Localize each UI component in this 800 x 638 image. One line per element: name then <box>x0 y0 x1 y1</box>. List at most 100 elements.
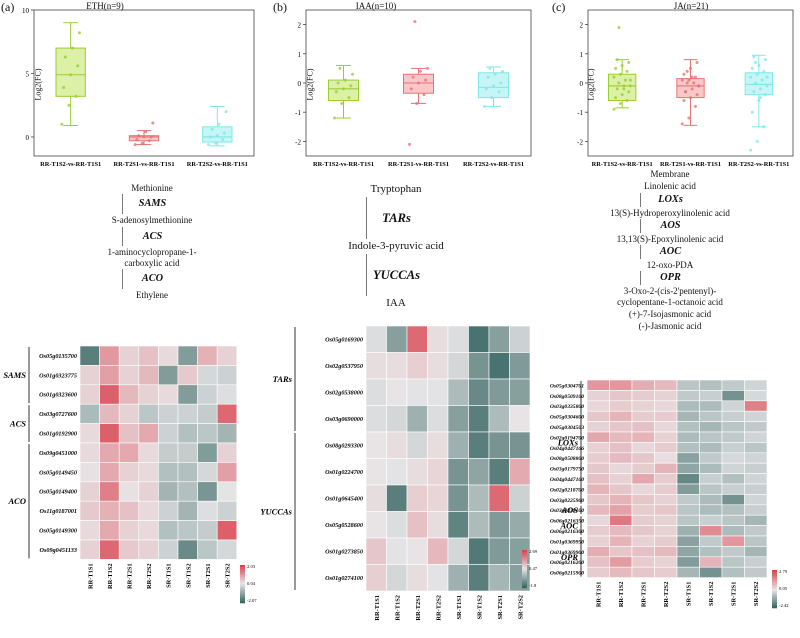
heat-cell <box>365 511 387 539</box>
data-point <box>411 75 415 79</box>
data-point <box>615 58 619 62</box>
column-label: SR-T2S1 <box>205 563 212 588</box>
enzyme-label: OPR <box>639 271 701 286</box>
heat-cell <box>79 345 100 366</box>
data-point <box>627 61 631 65</box>
heat-cell <box>386 511 408 539</box>
heat-cell <box>654 442 678 454</box>
box-1 <box>676 59 705 126</box>
heat-cell <box>676 483 700 495</box>
column-label: SR-T1S1 <box>686 582 693 607</box>
data-point <box>415 101 419 105</box>
heat-cell <box>586 431 610 443</box>
box-2 <box>744 54 774 152</box>
colorbar-segment <box>522 566 527 570</box>
heat-cell <box>99 345 120 366</box>
heat-cell <box>699 379 723 391</box>
colorbar-segment <box>522 569 527 572</box>
heat-cell <box>177 345 198 366</box>
heat-cell <box>138 442 159 463</box>
group-label: LOXs <box>557 437 579 447</box>
heat-cell <box>138 403 159 424</box>
gene-label: Os06g0216350 <box>550 519 584 525</box>
colorbar-segment <box>772 576 777 579</box>
colorbar-segment <box>522 550 527 553</box>
colorbar-segment <box>522 575 527 578</box>
heat-cell <box>586 390 610 402</box>
colorbar-segment <box>772 591 777 594</box>
heat-cell <box>654 452 678 464</box>
heat-cell <box>197 345 218 366</box>
heat-cell <box>654 400 678 412</box>
group-label: YUCCAs <box>260 507 292 517</box>
heat-cell <box>197 403 218 424</box>
heat-cell <box>721 546 745 558</box>
data-point <box>133 143 137 147</box>
gene-label: Os06g0216300 <box>550 529 584 535</box>
metabolite: (-)-Jasmonic acid <box>638 321 702 332</box>
enzyme-label: ACS <box>121 226 183 247</box>
heat-cell <box>406 537 428 565</box>
heat-cell <box>468 458 490 486</box>
heat-cell <box>631 400 655 412</box>
heat-cell <box>676 442 700 454</box>
heat-cell <box>586 473 610 485</box>
colorbar-segment <box>240 592 245 595</box>
heat-cell <box>609 390 633 402</box>
heat-cell <box>676 452 700 464</box>
heat-cell <box>676 566 700 578</box>
metabolite: Tryptophan <box>370 183 422 195</box>
heat-cell <box>744 421 768 433</box>
boxplot-2: -2 -1 0 1 2 RR-T1S2-vs-RR-T1S1 RR-T2S1-vs-RR-T… <box>577 9 794 168</box>
colorbar-segment <box>772 599 777 602</box>
data-point <box>224 110 228 114</box>
heat-cell <box>406 484 428 512</box>
metabolite: Indole-3-pyruvic acid <box>348 240 444 253</box>
heat-cell <box>427 431 449 459</box>
gene-label: Os05g0304503 <box>550 425 584 431</box>
heat-cell <box>468 537 490 565</box>
data-point <box>490 96 494 100</box>
column-label: RR-T1S1 <box>374 595 381 621</box>
gene-label: Os08g0508800 <box>550 456 584 462</box>
heat-cell <box>699 494 723 506</box>
box-0 <box>55 22 86 127</box>
box-2 <box>478 66 509 108</box>
heat-cell <box>468 484 490 512</box>
heat-cell <box>744 566 768 578</box>
colorbar-segment <box>240 577 245 581</box>
heat-cell <box>676 462 700 474</box>
heat-cell <box>631 410 655 422</box>
heat-cell <box>447 458 469 486</box>
boxplot-0: 0 5 10 RR-T1S2-vs-RR-T1S1 RR-T2S1-vs-RR-T1S1… <box>22 7 255 168</box>
data-point <box>623 78 627 82</box>
heat-cell <box>654 410 678 422</box>
colorbar-segment <box>522 562 527 566</box>
colorbar-segment <box>240 579 245 583</box>
gene-label: Os03g0438100 <box>550 508 584 514</box>
heat-cell <box>386 431 408 459</box>
colorbar-segment <box>772 574 777 577</box>
heat-cell <box>386 352 408 380</box>
gene-label: Os05g0149400 <box>39 489 77 496</box>
heat-cell <box>631 556 655 568</box>
heat-cell <box>406 405 428 433</box>
data-point <box>763 58 767 62</box>
enzyme-label: AOS <box>639 218 701 233</box>
data-point <box>142 135 146 139</box>
colorbar-segment <box>772 597 777 600</box>
colorbar-segment <box>522 554 527 557</box>
heat-cell <box>654 504 678 516</box>
heat-cell <box>158 520 179 541</box>
column-label: RR-T2S1 <box>641 582 648 608</box>
data-point <box>754 81 758 85</box>
box-iqr <box>608 73 637 102</box>
colorbar-segment <box>240 584 245 587</box>
heat-cell <box>654 546 678 558</box>
column-label: RR-T2S2 <box>435 595 442 621</box>
group-label: OPR <box>561 552 578 562</box>
heat-cell <box>99 365 120 386</box>
heat-cell <box>586 494 610 506</box>
heat-cell <box>654 483 678 495</box>
colorbar-segment <box>522 564 527 568</box>
